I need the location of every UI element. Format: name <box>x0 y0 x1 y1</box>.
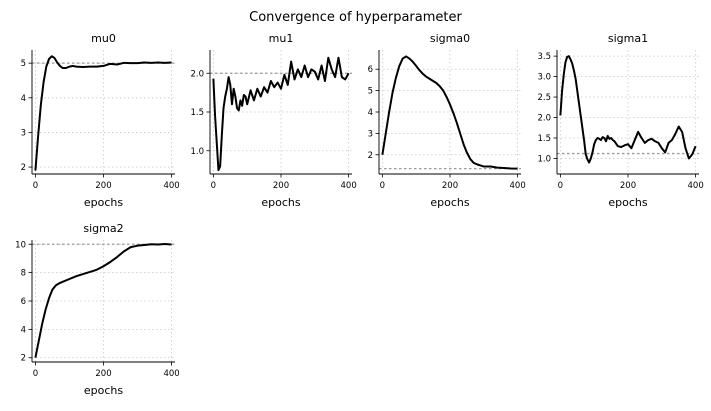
y-tick-label: 2 <box>21 354 26 364</box>
subplot-title: sigma2 <box>83 222 123 235</box>
x-axis-label: epochs <box>84 196 123 209</box>
series-line-sigma1 <box>559 55 697 164</box>
y-tick-label: 2 <box>368 151 373 161</box>
y-tick-label: 1.5 <box>190 108 204 118</box>
x-tick-label: 0 <box>380 181 385 191</box>
y-tick-label: 4 <box>21 94 26 104</box>
series-line-mu0 <box>34 55 172 171</box>
subplot-sigma0: 0 200 400 2 3 4 5 6 sigma0 epochs <box>368 32 526 209</box>
subplot-mu1: 0 200 400 1.0 1.5 2.0 mu1 epochs <box>190 32 356 209</box>
y-tick-label: 1.0 <box>537 154 551 164</box>
y-tick-label: 1.0 <box>190 147 204 157</box>
subplot-sigma1: 0 200 400 1.0 1.5 2.0 2.5 3.0 3.5 sigma1 epochs <box>537 32 703 209</box>
x-axis-label: epochs <box>84 384 123 397</box>
subplot-title: mu1 <box>269 32 294 45</box>
x-axis-label: epochs <box>430 196 469 209</box>
x-tick-label: 200 <box>95 181 111 191</box>
series-line-sigma2 <box>34 242 172 358</box>
x-tick-label: 400 <box>163 369 179 379</box>
y-tick-label: 10 <box>15 240 26 250</box>
figure-title: Convergence of hyperparameter <box>249 10 462 25</box>
x-tick-label: 0 <box>558 181 563 191</box>
y-tick-label: 5 <box>368 87 373 97</box>
x-tick-label: 0 <box>211 181 216 191</box>
x-tick-label: 400 <box>163 181 179 191</box>
y-tick-label: 3 <box>368 129 373 139</box>
y-tick-label: 2.0 <box>537 114 551 124</box>
subplot-mu0: 0 200 400 2 3 4 5 mu0 epochs <box>21 32 180 209</box>
x-tick-label: 200 <box>95 369 111 379</box>
x-tick-label: 400 <box>510 181 526 191</box>
x-tick-label: 400 <box>341 181 357 191</box>
x-tick-label: 400 <box>688 181 704 191</box>
y-tick-label: 6 <box>368 65 373 75</box>
x-tick-label: 0 <box>33 369 38 379</box>
y-tick-label: 5 <box>21 59 26 69</box>
x-tick-label: 0 <box>33 181 38 191</box>
y-tick-label: 4 <box>21 325 26 335</box>
y-tick-label: 4 <box>368 108 373 118</box>
subplot-title: sigma0 <box>430 32 470 45</box>
y-tick-label: 3.0 <box>537 73 551 83</box>
y-tick-label: 3 <box>21 128 26 138</box>
subplot-title: mu0 <box>91 32 116 45</box>
y-tick-label: 8 <box>21 269 26 279</box>
subplot-title: sigma1 <box>608 32 648 45</box>
y-tick-label: 3.5 <box>537 52 551 62</box>
subplot-sigma2: 0 200 400 2 4 6 8 10 sigma2 epochs <box>15 222 180 397</box>
x-axis-label: epochs <box>608 196 647 209</box>
y-tick-label: 1.5 <box>537 134 551 144</box>
x-tick-label: 200 <box>273 181 289 191</box>
x-tick-label: 200 <box>442 181 458 191</box>
x-axis-label: epochs <box>261 196 300 209</box>
y-tick-label: 6 <box>21 297 26 307</box>
series-line-mu1 <box>212 56 350 172</box>
series-line-sigma0 <box>381 55 518 170</box>
y-tick-label: 2 <box>21 163 26 173</box>
x-tick-label: 200 <box>620 181 636 191</box>
y-tick-label: 2.0 <box>190 69 204 79</box>
y-tick-label: 2.5 <box>537 93 551 103</box>
